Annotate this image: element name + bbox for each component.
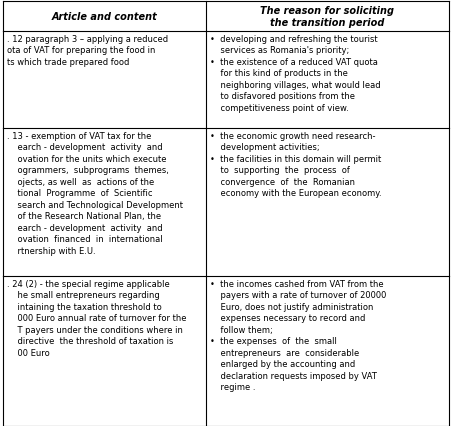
Text: •  the economic growth need research-
    development activities;
•  the facilit: • the economic growth need research- dev… — [209, 132, 381, 198]
Text: •  the incomes cashed from VAT from the
    payers with a rate of turnover of 20: • the incomes cashed from VAT from the p… — [209, 279, 386, 391]
Text: . 24 (2) - the special regime applicable
    he small entrepreneurs regarding
  : . 24 (2) - the special regime applicable… — [7, 279, 186, 357]
Text: Article and content: Article and content — [51, 12, 157, 22]
Text: •  developing and refreshing the tourist
    services as Romania's priority;
•  : • developing and refreshing the tourist … — [209, 35, 380, 112]
Text: The reason for soliciting
the transition period: The reason for soliciting the transition… — [260, 6, 394, 28]
Text: . 12 paragraph 3 – applying a reduced
ota of VAT for preparing the food in
ts wh: . 12 paragraph 3 – applying a reduced ot… — [7, 35, 168, 67]
Text: . 13 - exemption of VAT tax for the
    earch - development  activity  and
    o: . 13 - exemption of VAT tax for the earc… — [7, 132, 183, 255]
